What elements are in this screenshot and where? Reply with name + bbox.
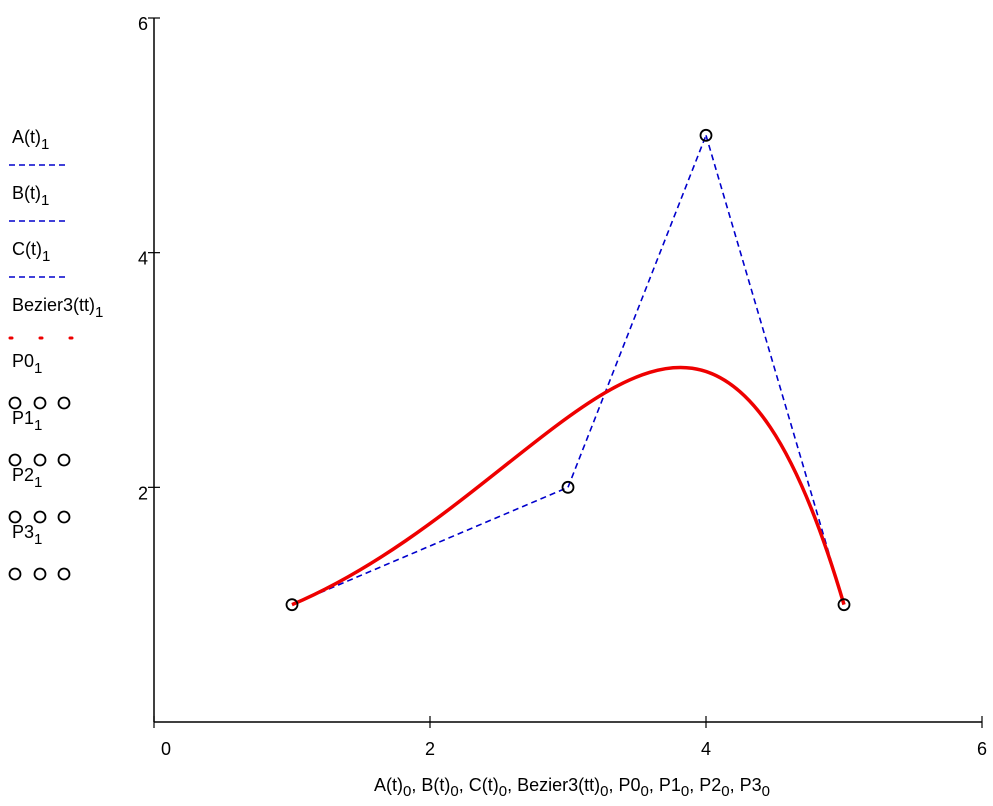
- legend-swatch: [57, 510, 71, 524]
- series-line-c-t: [705, 135, 845, 605]
- x-tick-label: 6: [977, 739, 987, 759]
- legend-swatch: [57, 396, 71, 410]
- x-axis-label-subscript: 0: [600, 783, 608, 800]
- y-tick-label: 4: [138, 249, 148, 269]
- x-axis-label-subscript: 0: [499, 783, 507, 800]
- x-axis-label-text: A(t): [374, 775, 403, 795]
- x-axis-label-subscript: 0: [721, 783, 729, 800]
- legend-swatch: [8, 396, 22, 410]
- legend-label: P21: [12, 465, 42, 491]
- legend-swatch: [33, 396, 47, 410]
- legend-subscript: 1: [41, 192, 49, 209]
- legend-swatch: [33, 510, 47, 524]
- legend-swatch: [57, 453, 71, 467]
- legend-label: P31: [12, 522, 42, 548]
- x-axis-label-subscript: 0: [681, 783, 689, 800]
- legend-swatch: [33, 453, 47, 467]
- legend-swatch: [8, 453, 22, 467]
- x-axis-label-text: , C(t): [459, 775, 499, 795]
- x-tick-label: 0: [161, 739, 171, 759]
- legend-subscript: 1: [34, 417, 42, 434]
- legend: A(t)1 B(t)1 C(t)1 Bezier3(tt)1 P01 P11 P21 P31: [8, 127, 103, 581]
- legend-swatch: [8, 567, 22, 581]
- x-axis-label-text: , P1: [649, 775, 681, 795]
- x-axis-label-text: , Bezier3(tt): [507, 775, 600, 795]
- point-p2: [699, 128, 713, 142]
- legend-label: P11: [12, 408, 42, 434]
- legend-subscript: 1: [34, 531, 42, 548]
- x-tick-label: 4: [701, 739, 711, 759]
- legend-subscript: 1: [34, 474, 42, 491]
- series-curve-bezier3-tt: [291, 365, 846, 607]
- x-axis-label-subscript: 0: [762, 783, 770, 800]
- plot-area: [285, 128, 851, 612]
- series-line-a-t: [291, 486, 569, 606]
- point-p1: [561, 480, 575, 494]
- legend-label: Bezier3(tt)1: [12, 295, 103, 321]
- legend-label: B(t)1: [12, 183, 49, 209]
- legend-label: A(t)1: [12, 127, 49, 153]
- x-axis-label-subscript: 0: [403, 783, 411, 800]
- y-tick-label: 2: [138, 483, 148, 503]
- x-axis-label-text: , P0: [608, 775, 640, 795]
- legend-subscript: 1: [41, 136, 49, 153]
- x-axis-label-subscript: 0: [640, 783, 648, 800]
- legend-label: C(t)1: [12, 239, 50, 265]
- y-tick-label: 6: [138, 14, 148, 34]
- axes: 0 2 4 6 2 4 6: [138, 14, 987, 759]
- legend-subscript: 1: [42, 248, 50, 265]
- x-axis-label-subscript: 0: [450, 783, 458, 800]
- legend-swatch: [8, 510, 22, 524]
- legend-swatch: [57, 567, 71, 581]
- legend-swatch: [33, 567, 47, 581]
- point-p3: [837, 598, 851, 612]
- x-axis-label-text: , B(t): [411, 775, 450, 795]
- x-axis-label: A(t)0​, B(t)0​, C(t)0​, Bezier3(tt)0​, P…: [374, 775, 770, 800]
- series-line-b-t: [567, 135, 707, 488]
- point-p0: [285, 598, 299, 612]
- x-axis-label-text: , P2: [689, 775, 721, 795]
- legend-subscript: 1: [34, 360, 42, 377]
- x-tick-label: 2: [425, 739, 435, 759]
- legend-subscript: 1: [95, 304, 103, 321]
- legend-label: P01: [12, 351, 42, 377]
- x-axis-label-text: , P3: [730, 775, 762, 795]
